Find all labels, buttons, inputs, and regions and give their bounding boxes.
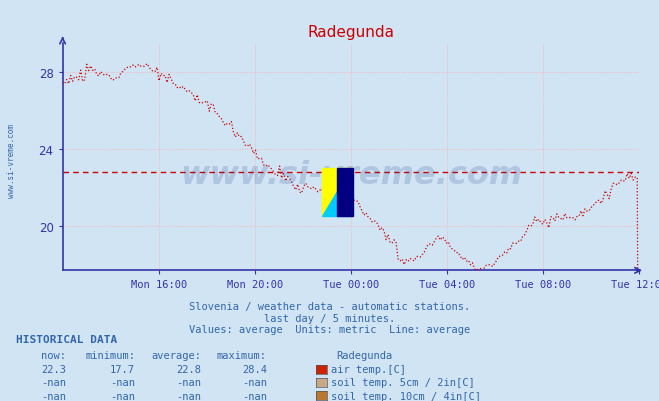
Text: minimum:: minimum: — [85, 350, 135, 360]
Polygon shape — [322, 169, 351, 217]
Text: Radegunda: Radegunda — [336, 350, 392, 360]
Text: soil temp. 5cm / 2in[C]: soil temp. 5cm / 2in[C] — [331, 377, 474, 387]
Text: HISTORICAL DATA: HISTORICAL DATA — [16, 334, 118, 344]
Text: last day / 5 minutes.: last day / 5 minutes. — [264, 313, 395, 323]
Text: www.si-vreme.com: www.si-vreme.com — [7, 124, 16, 197]
Text: maximum:: maximum: — [217, 350, 267, 360]
Text: 28.4: 28.4 — [242, 364, 267, 374]
Text: now:: now: — [41, 350, 66, 360]
Text: -nan: -nan — [110, 391, 135, 401]
Text: www.si-vreme.com: www.si-vreme.com — [180, 160, 522, 191]
Text: air temp.[C]: air temp.[C] — [331, 364, 406, 374]
Text: Values: average  Units: metric  Line: average: Values: average Units: metric Line: aver… — [189, 324, 470, 334]
Title: Radegunda: Radegunda — [307, 25, 395, 40]
Text: -nan: -nan — [176, 377, 201, 387]
Text: soil temp. 10cm / 4in[C]: soil temp. 10cm / 4in[C] — [331, 391, 481, 401]
Text: -nan: -nan — [242, 377, 267, 387]
Text: 17.7: 17.7 — [110, 364, 135, 374]
Bar — [337, 169, 353, 217]
Text: 22.3: 22.3 — [41, 364, 66, 374]
Text: -nan: -nan — [41, 391, 66, 401]
Polygon shape — [322, 169, 351, 217]
Text: -nan: -nan — [110, 377, 135, 387]
Text: -nan: -nan — [176, 391, 201, 401]
Text: Slovenia / weather data - automatic stations.: Slovenia / weather data - automatic stat… — [189, 302, 470, 312]
Text: -nan: -nan — [242, 391, 267, 401]
Text: -nan: -nan — [41, 377, 66, 387]
Text: average:: average: — [151, 350, 201, 360]
Text: 22.8: 22.8 — [176, 364, 201, 374]
